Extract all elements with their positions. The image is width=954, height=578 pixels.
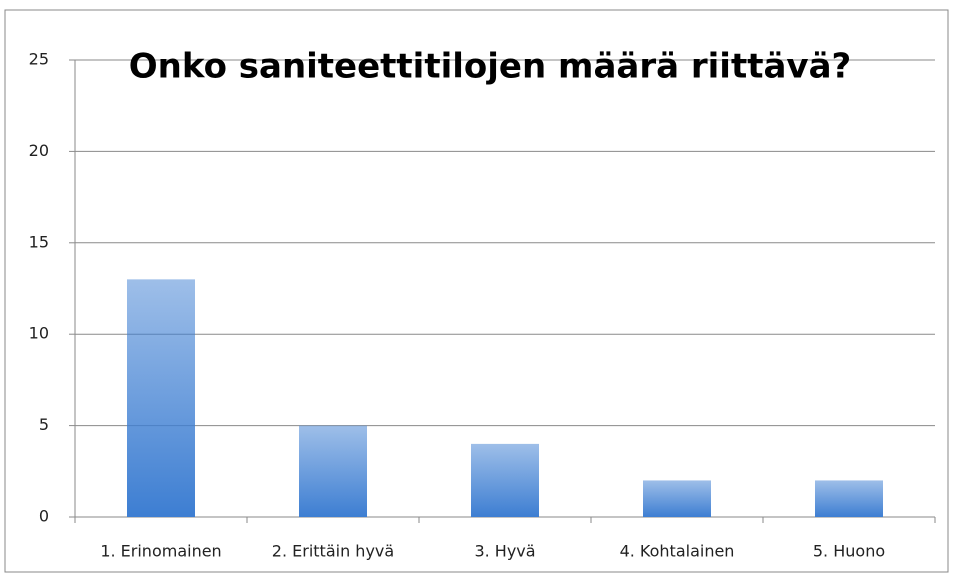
bar	[471, 443, 539, 517]
bar	[299, 425, 367, 517]
y-tick-label: 0	[39, 507, 49, 526]
x-tick-label: 5. Huono	[813, 542, 885, 561]
bar	[643, 480, 711, 517]
y-tick-label: 15	[29, 232, 49, 251]
x-tick-label: 4. Kohtalainen	[620, 542, 735, 561]
x-tick-label: 2. Erittäin hyvä	[272, 542, 394, 561]
y-tick-label: 10	[29, 324, 49, 343]
y-tick-label: 20	[29, 141, 49, 160]
chart-title: Onko saniteettitilojen määrä riittävä?	[129, 47, 851, 87]
x-tick-label: 1. Erinomainen	[100, 542, 221, 561]
y-tick-label: 25	[29, 50, 49, 69]
bar	[127, 279, 195, 517]
plot: 0 5 10 15 20 25 1. Erinomainen 2. Erittäin hyvä…	[29, 50, 936, 561]
y-tick-label: 5	[39, 415, 49, 434]
bar	[815, 480, 883, 517]
x-tick-label: 3. Hyvä	[474, 542, 535, 561]
